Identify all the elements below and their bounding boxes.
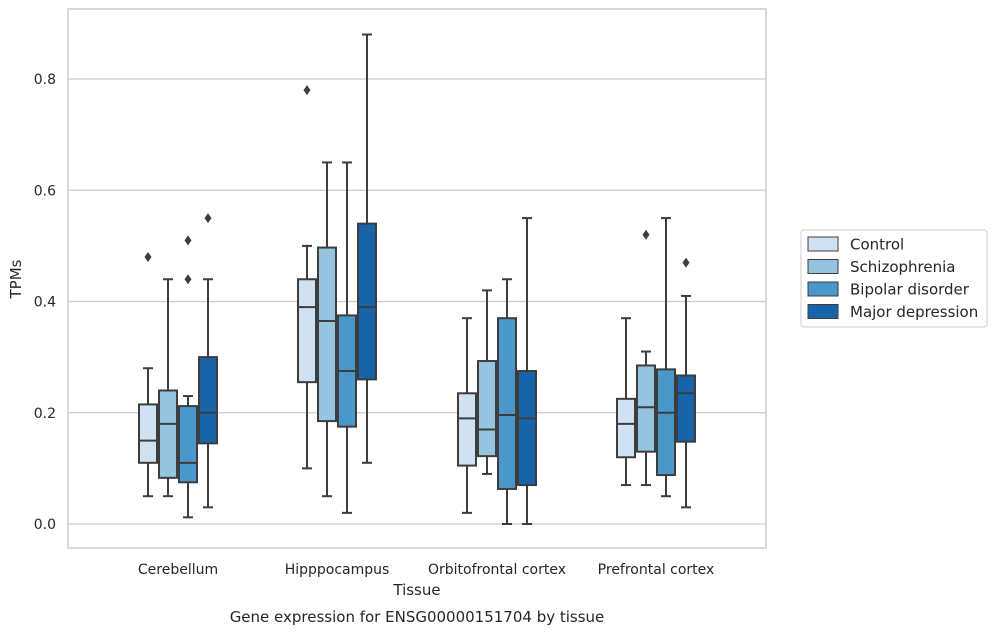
y-axis-label: TPMs (7, 259, 25, 299)
box-body (297, 278, 317, 384)
y-tick-label: 0.2 (34, 406, 56, 422)
box-bipolar-disorder (178, 235, 198, 519)
box-body (138, 403, 158, 464)
legend-entry-label: Control (850, 236, 904, 254)
box-body (676, 374, 696, 443)
x-axis-label: Tissue (392, 581, 440, 599)
box-body (317, 246, 337, 423)
outlier-point (144, 252, 152, 262)
box-bipolar-disorder (656, 217, 676, 498)
box-major-depression (198, 213, 218, 509)
y-tick-label: 0.0 (34, 517, 56, 533)
box-schizophrenia (636, 229, 656, 487)
box-body (636, 364, 656, 453)
box-body (477, 360, 497, 458)
outlier-point (204, 213, 212, 224)
legend-swatch (807, 259, 839, 274)
box-control (616, 317, 636, 487)
chart-caption: Gene expression for ENSG00000151704 by t… (230, 608, 605, 626)
outlier-point (184, 235, 192, 246)
x-tick-label: Orbitofrontal cortex (428, 562, 566, 578)
y-tick-label: 0.6 (34, 183, 56, 199)
y-tick-label: 0.8 (34, 72, 56, 88)
box-body (178, 405, 198, 484)
box-major-depression (517, 217, 537, 525)
box-control (457, 317, 477, 514)
box-groups (138, 33, 696, 525)
x-tick-label: Cerebellum (138, 562, 218, 578)
box-body (517, 370, 537, 487)
box-body (357, 222, 377, 381)
box-body (198, 356, 218, 445)
x-tick-label: Hipppocampus (285, 562, 390, 578)
box-major-depression (357, 33, 377, 464)
y-tick-labels: 0.0 0.2 0.4 0.6 0.8 (34, 72, 56, 533)
box-body (457, 392, 477, 467)
box-schizophrenia (317, 161, 337, 498)
y-tick-label: 0.4 (34, 295, 56, 311)
box-body (497, 317, 517, 490)
box-body (158, 389, 178, 479)
x-tick-label: Prefrontal cortex (598, 562, 715, 578)
box-bipolar-disorder (337, 161, 357, 514)
legend-entry-label: Bipolar disorder (850, 281, 970, 299)
box-major-depression (676, 257, 696, 509)
legend-entry-label: Major depression (850, 303, 978, 321)
box-body (616, 397, 636, 459)
box-control (297, 85, 317, 470)
box-body (656, 368, 676, 477)
legend-entry-label: Schizophrenia (850, 258, 955, 276)
legend: Control Schizophrenia Bipolar disorder Majo… (800, 229, 988, 328)
legend-swatch (807, 304, 839, 319)
x-tick-labels: Cerebellum Hipppocampus Orbitofrontal cort… (138, 562, 714, 578)
box-bipolar-disorder (497, 278, 517, 525)
box-schizophrenia (477, 289, 497, 475)
outlier-point (303, 85, 311, 96)
outlier-point (682, 257, 690, 268)
legend-frame (800, 229, 988, 328)
outlier-point (642, 229, 650, 240)
box-control (138, 252, 158, 498)
legend-swatch (807, 236, 839, 252)
legend-swatch (807, 281, 839, 297)
box-schizophrenia (158, 278, 178, 498)
outlier-point (184, 274, 192, 285)
